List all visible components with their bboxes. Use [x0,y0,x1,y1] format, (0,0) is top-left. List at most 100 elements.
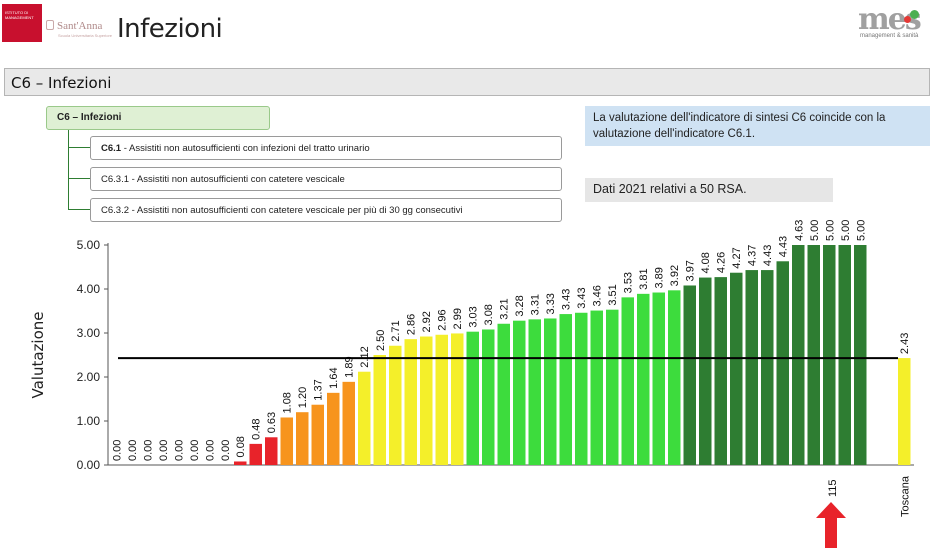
bar [761,270,774,465]
bar [699,277,712,465]
santanna-logo-sub: Scuola Universitaria Superiore [58,33,113,38]
bar-value-label: 0.00 [204,440,216,461]
bar [745,270,758,465]
bar [249,443,262,465]
bar [358,371,371,465]
institute-logo: ISTITUTO DI MANAGEMENT [2,4,42,42]
bar [544,318,557,465]
y-tick-label: 0.00 [77,458,101,472]
bar [389,345,402,465]
section-title: C6 – Infezioni [4,68,930,96]
bar [327,392,340,465]
bar-value-label: 4.26 [716,252,728,273]
bar [621,297,634,465]
bar-value-label: 0.00 [142,440,154,461]
bar [513,320,526,465]
bar-value-label: 3.97 [685,260,697,281]
bar [420,336,433,465]
bar [497,323,510,465]
bar-value-label: 1.64 [328,367,340,388]
bar-value-label: 3.46 [592,285,604,306]
page-title: Infezioni [117,14,223,44]
bar-value-label: 3.33 [545,293,557,314]
bar-value-label: 4.27 [731,247,743,268]
bar-value-label: 3.53 [623,272,635,293]
bar [435,334,448,465]
reference-value-label: 2.43 [899,333,911,354]
bar-value-label: 0.08 [235,436,247,457]
tree-connector [68,209,90,210]
bar-value-label: 1.37 [313,379,325,400]
bar-value-label: 4.08 [700,252,712,273]
bar [311,404,324,465]
bar-value-label: 5.00 [855,220,867,241]
highlight-category-label: 115 [827,479,839,497]
bar [559,314,572,465]
info-note: La valutazione dell'indicatore di sintes… [585,106,930,146]
bar-value-label: 3.08 [483,304,495,325]
bar-value-label: 0.00 [127,440,139,461]
bar-value-label: 0.00 [158,440,170,461]
bar-value-label: 3.31 [530,294,542,315]
bar [807,245,820,465]
bar [668,290,681,465]
bar-value-label: 3.28 [514,295,526,316]
bar [373,355,386,465]
bar-value-label: 3.81 [638,268,650,289]
bar-value-label: 1.20 [297,387,309,408]
tree-connector [68,178,90,179]
bar-value-label: 2.50 [375,330,387,351]
bar-value-label: 1.08 [282,392,294,413]
bar [482,329,495,465]
mes-logo-green-dot [910,10,919,19]
y-axis-title: Valutazione [29,312,47,399]
bar [730,272,743,465]
santanna-logo-text: Sant'Anna [46,20,102,32]
bar [590,310,603,465]
bar [234,461,247,465]
bar [714,277,727,465]
bar-value-label: 0.48 [251,418,263,439]
bar [792,245,805,465]
bar-value-label: 0.00 [220,440,232,461]
y-tick-label: 3.00 [77,326,101,340]
bar-value-label: 3.21 [499,298,511,319]
y-tick-label: 2.00 [77,370,101,384]
y-tick-label: 4.00 [77,282,101,296]
mes-logo-red-dot [904,16,911,23]
bar-value-label: 0.00 [189,440,201,461]
bar [342,381,355,465]
bar [606,309,619,465]
bar-value-label: 5.00 [809,220,821,241]
bar-value-label: 1.89 [344,356,356,377]
bar-value-label: 0.00 [173,440,185,461]
bar-value-label: 2.12 [359,346,371,367]
bar-value-label: 3.89 [654,267,666,288]
bar [854,245,867,465]
bar-value-label: 2.92 [421,311,433,332]
bar-value-label: 2.99 [452,308,464,329]
bar [528,319,541,465]
data-note: Dati 2021 relativi a 50 RSA. [585,178,833,202]
bar [652,292,665,465]
emblem-icon [46,20,54,30]
bar-value-label: 2.71 [390,320,402,341]
bar-value-label: 2.86 [406,314,418,335]
bar [404,339,417,465]
y-tick-label: 5.00 [77,238,101,252]
bar-value-label: 3.03 [468,306,480,327]
bar [296,412,309,465]
highlight-arrow-icon [816,502,846,548]
bar [637,293,650,465]
bar-value-label: 5.00 [840,220,852,241]
bar [838,245,851,465]
bar-value-label: 0.63 [266,412,278,433]
tree-root-c6: C6 – Infezioni [46,106,270,130]
bar-value-label: 5.00 [824,220,836,241]
bar-value-label: 4.37 [747,245,759,266]
bar-value-label: 3.92 [669,265,681,286]
bar [575,312,588,465]
mes-logo: mes management & sanità [858,2,938,42]
